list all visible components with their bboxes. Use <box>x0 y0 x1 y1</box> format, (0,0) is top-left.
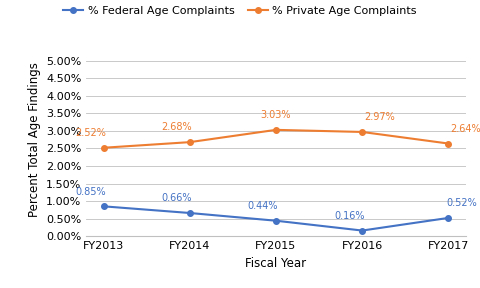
% Federal Age Complaints <box>445 216 451 220</box>
Line: % Federal Age Complaints: % Federal Age Complaints <box>101 204 451 233</box>
Text: 2.52%: 2.52% <box>75 128 106 138</box>
% Federal Age Complaints <box>360 229 365 232</box>
Text: 0.16%: 0.16% <box>334 211 364 221</box>
Line: % Private Age Complaints: % Private Age Complaints <box>101 127 451 151</box>
% Private Age Complaints <box>445 142 451 145</box>
Y-axis label: Percent Total Age Findings: Percent Total Age Findings <box>28 62 41 217</box>
% Private Age Complaints <box>187 141 192 144</box>
Text: 0.44%: 0.44% <box>248 201 278 211</box>
Text: 0.85%: 0.85% <box>75 187 106 196</box>
Text: 0.52%: 0.52% <box>446 198 477 208</box>
% Private Age Complaints <box>273 128 279 132</box>
% Federal Age Complaints <box>187 211 192 215</box>
Text: 2.64%: 2.64% <box>450 124 480 134</box>
Text: 3.03%: 3.03% <box>261 110 291 120</box>
Legend: % Federal Age Complaints, % Private Age Complaints: % Federal Age Complaints, % Private Age … <box>63 5 417 16</box>
X-axis label: Fiscal Year: Fiscal Year <box>245 257 307 270</box>
% Federal Age Complaints <box>101 204 107 208</box>
% Private Age Complaints <box>360 130 365 134</box>
% Private Age Complaints <box>101 146 107 149</box>
Text: 0.66%: 0.66% <box>162 193 192 203</box>
% Federal Age Complaints <box>273 219 279 222</box>
Text: 2.97%: 2.97% <box>364 112 395 122</box>
Text: 2.68%: 2.68% <box>162 122 192 132</box>
